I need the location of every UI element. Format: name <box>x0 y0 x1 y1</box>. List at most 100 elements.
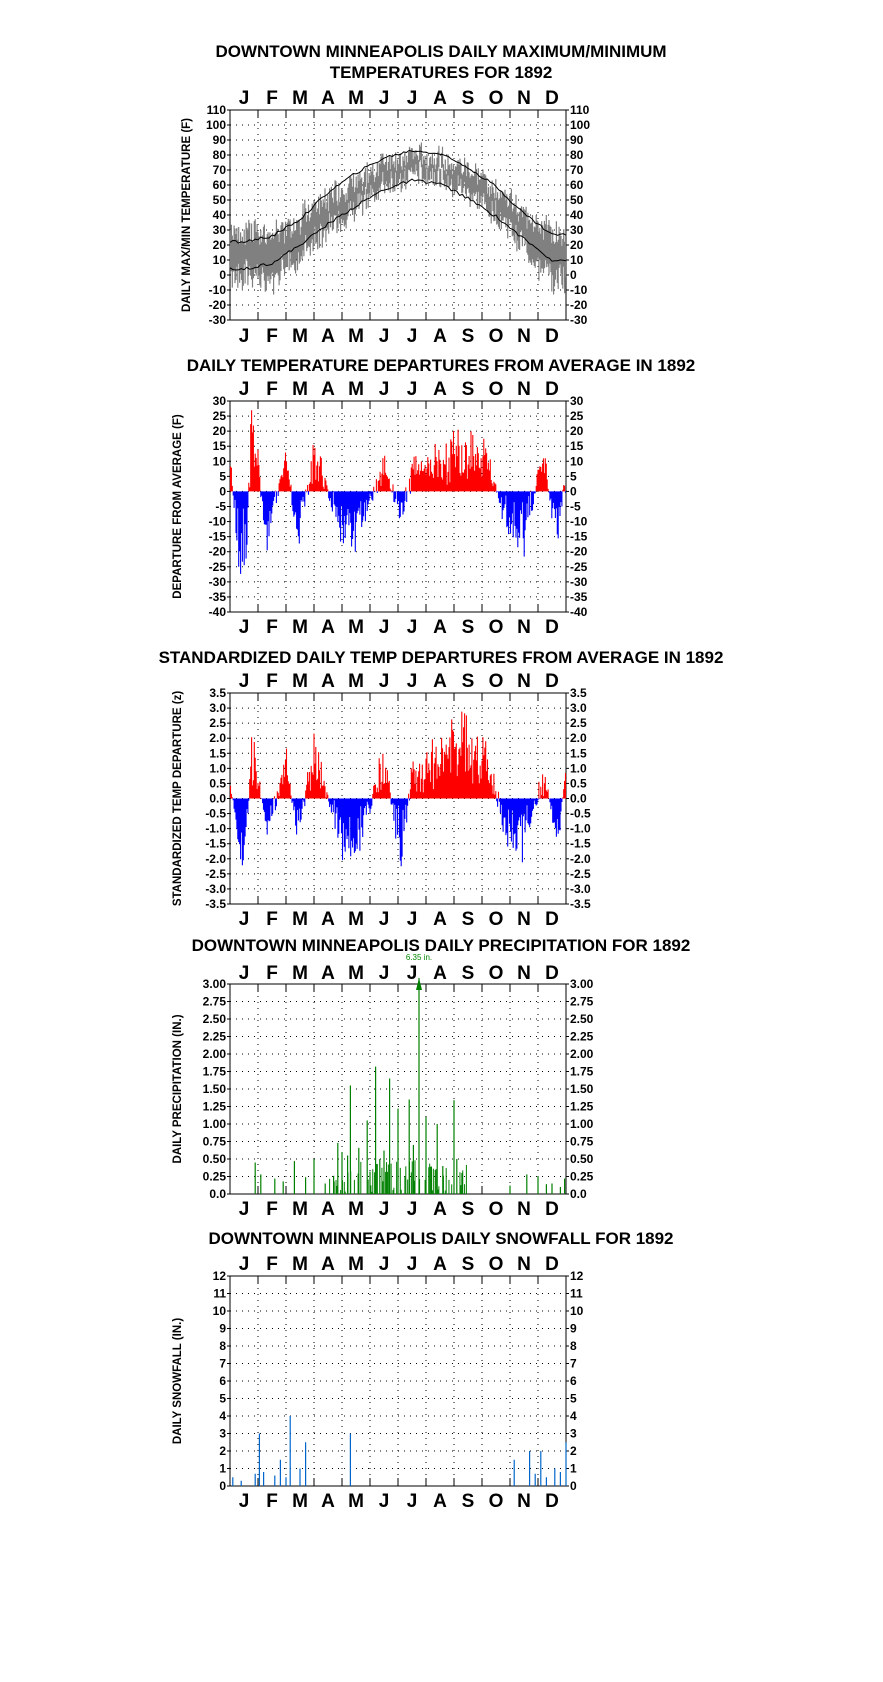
y-tick-label-left: 10 <box>213 1304 227 1318</box>
y-tick-label-left: 3.5 <box>209 686 226 700</box>
month-label-bottom: S <box>462 1491 475 1512</box>
y-tick-label-left: -5 <box>215 500 226 514</box>
month-label-bottom: N <box>517 617 531 638</box>
y-tick-label-right: 20 <box>570 238 584 252</box>
month-label-bottom: A <box>321 326 335 347</box>
y-tick-label-left: 25 <box>213 409 227 423</box>
y-tick-label-left: -2.0 <box>205 852 226 866</box>
month-label-bottom: N <box>517 326 531 347</box>
month-label-top: A <box>321 379 335 400</box>
y-tick-label-right: 0 <box>570 484 577 498</box>
month-label-bottom: M <box>348 1491 364 1512</box>
y-tick-label-right: 7 <box>570 1357 577 1371</box>
month-label-bottom: M <box>348 1199 364 1220</box>
y-tick-label-left: 0 <box>219 268 226 282</box>
y-tick-label-right: 10 <box>570 454 584 468</box>
month-label-bottom: A <box>433 326 447 347</box>
y-tick-label-left: 1.75 <box>203 1065 227 1079</box>
observed-temp-band <box>229 142 567 295</box>
month-label-bottom: A <box>321 1491 335 1512</box>
y-tick-label-right: -10 <box>570 283 588 297</box>
y-tick-label-left: 1.5 <box>209 746 226 760</box>
month-label-top: J <box>379 671 390 692</box>
month-label-bottom: M <box>348 617 364 638</box>
month-label-top: S <box>462 963 475 984</box>
y-tick-label-right: 1.25 <box>570 1100 594 1114</box>
month-label-bottom: D <box>545 1199 559 1220</box>
month-label-bottom: A <box>433 1491 447 1512</box>
y-tick-label-left: -10 <box>209 283 227 297</box>
month-label-top: A <box>321 1254 335 1275</box>
month-label-bottom: S <box>462 326 475 347</box>
y-tick-label-left: 90 <box>213 133 227 147</box>
y-tick-label-right: -10 <box>570 515 588 529</box>
month-label-bottom: O <box>489 617 504 638</box>
month-label-bottom: N <box>517 909 531 930</box>
month-label-top: M <box>348 671 364 692</box>
month-label-bottom: A <box>433 1199 447 1220</box>
y-tick-label-right: 80 <box>570 148 584 162</box>
y-tick-label-right: 4 <box>570 1409 577 1423</box>
y-tick-label-right: 9 <box>570 1322 577 1336</box>
y-tick-label-left: -40 <box>209 605 227 619</box>
month-label-bottom: F <box>266 326 278 347</box>
y-tick-label-right: 1.5 <box>570 746 587 760</box>
month-label-top: A <box>433 963 447 984</box>
y-tick-label-left: 7 <box>219 1357 226 1371</box>
month-label-top: D <box>545 379 559 400</box>
month-label-top: O <box>489 379 504 400</box>
y-tick-label-right: 30 <box>570 394 584 408</box>
y-tick-label-right: 1 <box>570 1462 577 1476</box>
y-tick-label-right: 60 <box>570 178 584 192</box>
month-label-bottom: J <box>407 1491 418 1512</box>
y-tick-label-left: 4 <box>219 1409 226 1423</box>
y-tick-label-left: 1.25 <box>203 1100 227 1114</box>
y-tick-label-right: -2.5 <box>570 867 591 881</box>
normal-high-line <box>229 149 567 244</box>
y-tick-label-left: -25 <box>209 560 227 574</box>
y-tick-label-left: -2.5 <box>205 867 226 881</box>
month-label-bottom: J <box>379 1199 390 1220</box>
y-tick-label-left: 0.0 <box>209 1187 226 1201</box>
chart-panel-2: DAILY TEMPERATURE DEPARTURES FROM AVERAG… <box>172 356 695 638</box>
month-label-top: A <box>433 379 447 400</box>
y-tick-label-left: 3 <box>219 1427 226 1441</box>
y-tick-label-right: -3.0 <box>570 882 591 896</box>
y-tick-label-left: 1.50 <box>203 1082 227 1096</box>
month-label-bottom: J <box>379 1491 390 1512</box>
month-label-bottom: A <box>321 617 335 638</box>
off-scale-annotation: 6.35 in. <box>406 953 432 962</box>
month-label-bottom: M <box>348 909 364 930</box>
month-label-top: S <box>462 88 475 109</box>
y-tick-label-left: 6 <box>219 1374 226 1388</box>
y-tick-label-left: -20 <box>209 298 227 312</box>
month-label-top: M <box>348 88 364 109</box>
y-tick-label-left: -10 <box>209 515 227 529</box>
y-tick-label-right: 3.0 <box>570 701 587 715</box>
month-label-bottom: J <box>379 326 390 347</box>
month-label-bottom: M <box>292 1491 308 1512</box>
chart-panel-1: DOWNTOWN MINNEAPOLIS DAILY MAXIMUM/MINIM… <box>181 42 667 347</box>
month-label-bottom: F <box>266 1199 278 1220</box>
month-label-top: M <box>292 88 308 109</box>
y-tick-label-left: -30 <box>209 313 227 327</box>
month-label-bottom: M <box>292 326 308 347</box>
y-tick-label-right: 15 <box>570 439 584 453</box>
y-tick-label-left: 2.5 <box>209 716 226 730</box>
month-label-top: M <box>292 379 308 400</box>
y-tick-label-right: 8 <box>570 1339 577 1353</box>
month-label-bottom: S <box>462 909 475 930</box>
month-label-top: S <box>462 1254 475 1275</box>
y-tick-label-left: 11 <box>213 1287 226 1301</box>
month-label-top: D <box>545 88 559 109</box>
month-label-top: A <box>433 1254 447 1275</box>
y-tick-label-left: -1.5 <box>205 837 226 851</box>
y-tick-label-right: 1.0 <box>570 761 587 775</box>
y-axis-label: DEPARTURE FROM AVERAGE (F) <box>172 414 184 599</box>
y-tick-label-left: 0.50 <box>203 1152 227 1166</box>
y-tick-label-left: 5 <box>219 1392 226 1406</box>
y-tick-label-left: 2.00 <box>203 1047 227 1061</box>
month-label-top: J <box>239 88 250 109</box>
y-tick-label-left: 0.5 <box>209 776 226 790</box>
y-tick-label-right: 40 <box>570 208 584 222</box>
